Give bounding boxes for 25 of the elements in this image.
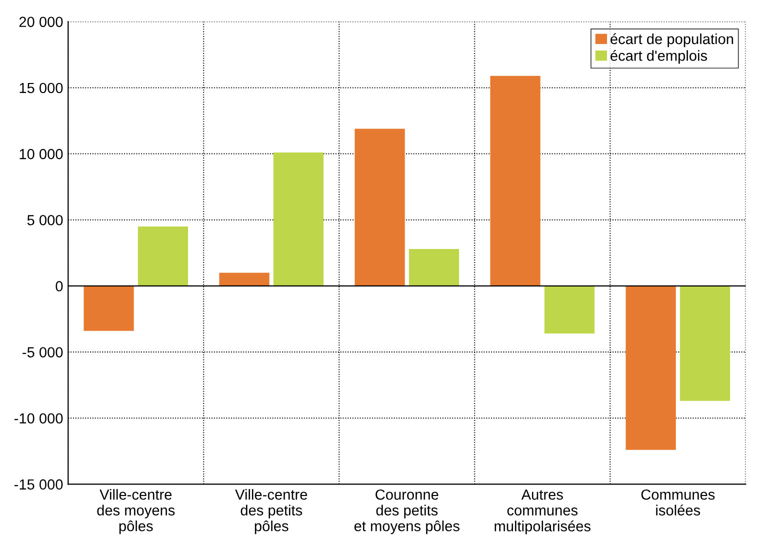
y-tick-label: -5 000 — [22, 347, 63, 358]
bar — [544, 286, 595, 334]
bar — [490, 76, 540, 286]
y-tick-label: 15 000 — [20, 82, 63, 94]
y-tick-label: 10 000 — [20, 148, 63, 160]
y-tick-label: -15 000 — [14, 479, 63, 490]
bar — [408, 248, 460, 286]
bar — [84, 286, 134, 331]
bar — [626, 286, 676, 450]
y-tick-label: 5 000 — [27, 214, 63, 226]
bar — [354, 128, 405, 286]
y-tick-label: -10 000 — [14, 413, 63, 424]
bar — [273, 152, 324, 286]
x-tick-label: Ville-centre des petits pôles — [235, 489, 308, 534]
x-tick-label: Ville-centre des moyens pôles — [97, 489, 175, 534]
y-tick-label: 0 — [56, 281, 63, 292]
bar — [138, 226, 188, 286]
legend-label: écart de population — [610, 33, 734, 48]
x-tick-label: Communes isolées — [641, 489, 715, 516]
x-tick-label: Couronne des petits et moyens pôles — [354, 489, 460, 534]
bar — [680, 286, 730, 401]
bar — [219, 272, 270, 286]
y-tick-label: 20 000 — [19, 16, 63, 28]
legend-label: écart d'emplois — [610, 50, 708, 64]
x-tick-label: Autres communes multipolarisées — [494, 490, 590, 534]
